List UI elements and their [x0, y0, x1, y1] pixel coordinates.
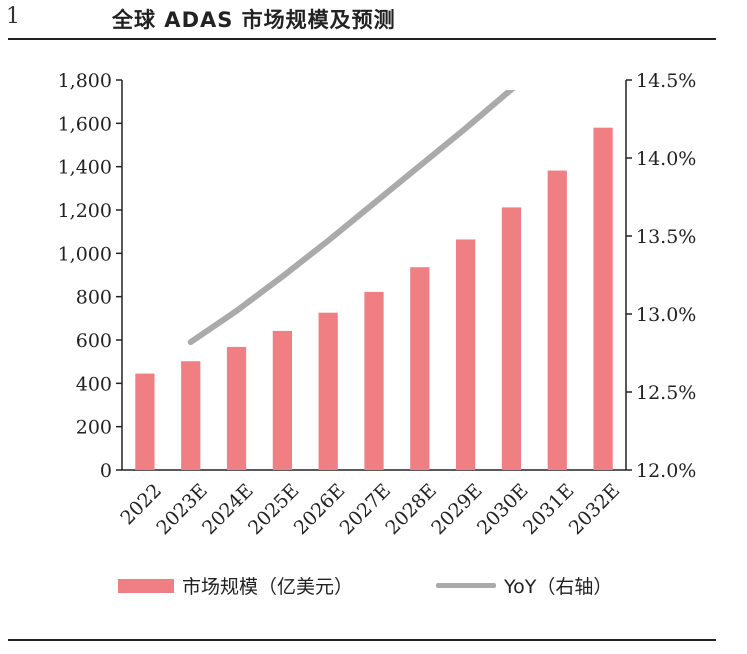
- right-tick-label: 12.5%: [636, 382, 696, 404]
- x-tick-label: 2029E: [427, 480, 487, 540]
- x-tick-label: 2028E: [381, 480, 441, 540]
- right-tick-label: 13.0%: [636, 304, 696, 326]
- top-rule: [8, 38, 716, 40]
- bar: [593, 127, 613, 471]
- left-tick-label: 1,400: [58, 157, 112, 179]
- legend-line-swatch: [436, 583, 496, 588]
- figure-header: 1 全球 ADAS 市场规模及预测: [0, 0, 747, 40]
- x-tick-label: 2025E: [244, 480, 304, 540]
- legend-item-yoy: YoY（右轴）: [436, 572, 612, 599]
- x-tick-label: 2023E: [152, 480, 212, 540]
- x-tick-label: 2031E: [519, 480, 579, 540]
- left-tick-label: 600: [76, 330, 112, 352]
- bottom-rule: [8, 639, 716, 641]
- left-tick-label: 1,200: [58, 200, 112, 222]
- legend: 市场规模（亿美元） YoY（右轴）: [0, 572, 747, 612]
- chart-title: 全球 ADAS 市场规模及预测: [112, 8, 396, 32]
- bar: [318, 312, 338, 470]
- right-tick-label: 13.5%: [636, 226, 696, 248]
- legend-item-market-size: 市场规模（亿美元）: [118, 572, 353, 599]
- bar: [410, 267, 430, 470]
- left-tick-label: 1,600: [58, 113, 112, 135]
- left-tick-label: 1,000: [58, 243, 112, 265]
- bar: [364, 291, 384, 470]
- bar: [547, 170, 567, 471]
- right-tick-label: 14.5%: [636, 70, 696, 92]
- legend-label-yoy: YoY（右轴）: [504, 576, 613, 598]
- x-tick-label: 2027E: [336, 480, 396, 540]
- left-tick-label: 1,800: [58, 70, 112, 92]
- x-tick-label: 2030E: [473, 480, 533, 540]
- left-tick-label: 400: [76, 373, 112, 395]
- bar: [272, 330, 292, 470]
- right-tick-label: 14.0%: [636, 148, 696, 170]
- bar: [456, 239, 476, 470]
- left-tick-label: 200: [76, 417, 112, 439]
- right-tick-label: 12.0%: [636, 460, 696, 482]
- bar: [181, 361, 201, 470]
- x-tick-label: 2026E: [290, 480, 350, 540]
- left-tick-label: 0: [100, 460, 112, 482]
- legend-label-market-size: 市场规模（亿美元）: [182, 576, 354, 598]
- x-tick-label: 2024E: [198, 480, 258, 540]
- bar: [135, 373, 155, 470]
- chart-canvas: 0 200 400 600 800 1,000 1,200 1,400 1,600 1,800 12…: [58, 70, 697, 540]
- figure-number: 1: [6, 4, 20, 29]
- yoy-line: [187, 90, 516, 346]
- bar: [226, 346, 247, 470]
- bar: [501, 207, 522, 470]
- x-tick-label: 2032E: [565, 480, 625, 540]
- left-tick-label: 800: [76, 287, 112, 309]
- legend-bar-swatch: [118, 578, 174, 593]
